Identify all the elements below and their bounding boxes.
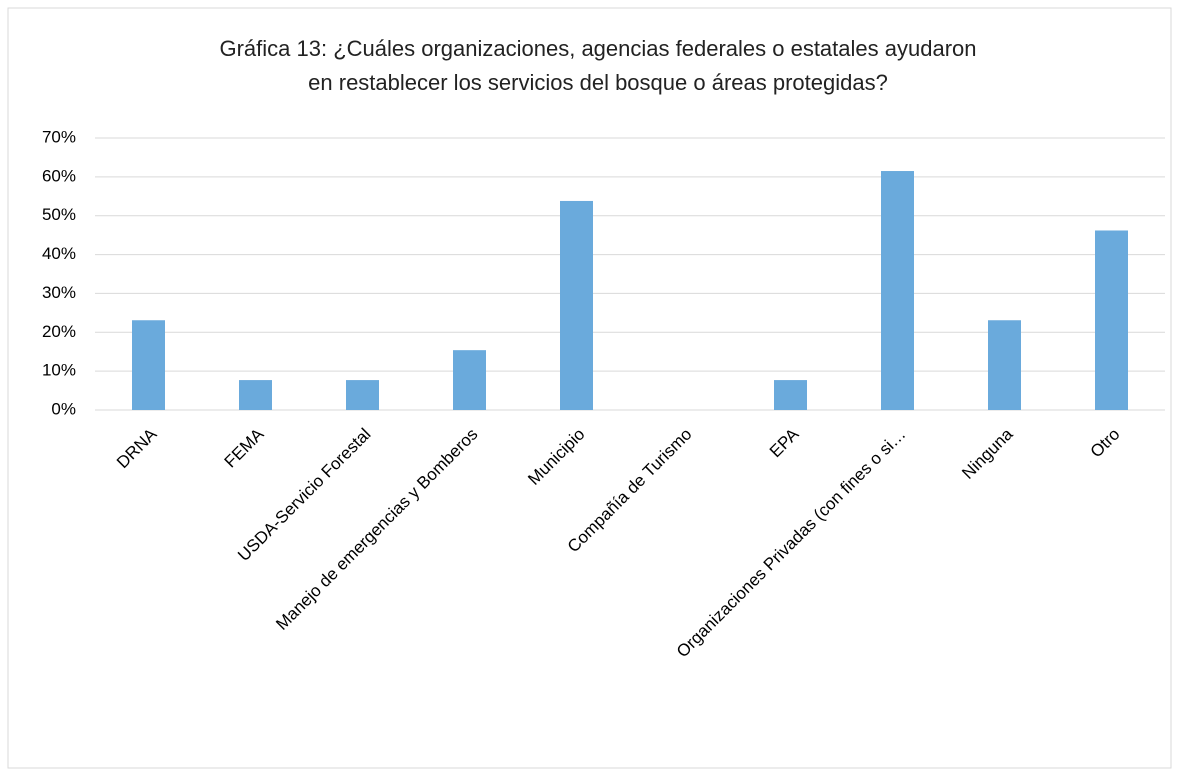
chart-title: Gráfica 13: ¿Cuáles organizaciones, agen…: [219, 36, 976, 61]
bar: [239, 380, 272, 410]
y-tick-label: 40%: [42, 244, 76, 263]
bar: [132, 320, 165, 410]
y-tick-label: 10%: [42, 361, 76, 380]
y-tick-label: 50%: [42, 205, 76, 224]
bar: [346, 380, 379, 410]
y-tick-label: 70%: [42, 127, 76, 146]
chart-title: en restablecer los servicios del bosque …: [308, 70, 888, 95]
bar: [453, 350, 486, 410]
y-tick-label: 30%: [42, 283, 76, 302]
y-tick-label: 0%: [51, 399, 76, 418]
bar: [560, 200, 593, 410]
bar: [881, 171, 914, 410]
bar: [774, 380, 807, 410]
bar: [1095, 230, 1128, 410]
y-tick-label: 20%: [42, 322, 76, 341]
y-tick-label: 60%: [42, 166, 76, 185]
bar: [988, 320, 1021, 410]
